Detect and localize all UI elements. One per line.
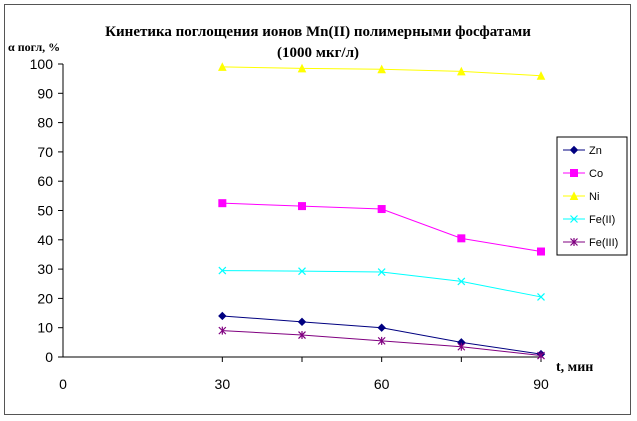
data-point-ni [536, 71, 546, 80]
legend-label: Co [589, 168, 603, 180]
axes: 0 10 20 30 40 50 60 70 80 90 100 0 30 60 90 [30, 56, 549, 392]
y-tick-label: 60 [37, 173, 53, 189]
y-tick-label: 10 [37, 320, 53, 336]
series-line-fe-ii [222, 270, 542, 298]
data-point-fe-iii [218, 326, 227, 335]
data-point-zn [297, 317, 307, 327]
legend-item-ni: Ni [563, 191, 599, 203]
data-point-fe-ii [457, 277, 466, 286]
series-co [218, 199, 545, 256]
legend-label: Zn [589, 145, 602, 157]
legend-swatch-marker [569, 145, 579, 155]
data-point-ni [377, 64, 386, 74]
series-fe-iii [218, 326, 545, 360]
legend-item-co: Co [563, 168, 603, 180]
legend-label: Fe(II) [589, 214, 615, 226]
series-zn [218, 311, 546, 359]
data-point-zn [377, 323, 386, 332]
y-tick-label: 20 [37, 290, 53, 306]
legend-swatch-marker [569, 191, 579, 200]
legend: Zn Co Ni Fe(II) Fe(III) [556, 136, 628, 256]
legend-swatch-marker [570, 215, 578, 223]
data-point-fe-ii [537, 293, 545, 301]
y-tick-label: 100 [30, 56, 54, 72]
data-point-fe-ii [298, 267, 306, 276]
y-tick-label: 70 [37, 144, 53, 160]
x-tick-label: 30 [215, 376, 231, 392]
data-point-fe-iii [377, 336, 386, 345]
data-point-ni [457, 66, 466, 76]
data-point-fe-ii [218, 266, 227, 275]
legend-item-zn: Zn [563, 145, 602, 157]
y-tick-label: 0 [45, 349, 53, 365]
series-fe-ii [218, 266, 545, 301]
data-point-co [377, 205, 386, 214]
x-tick-label: 60 [374, 376, 390, 392]
y-axis-label: α погл, % [8, 40, 60, 54]
chart-frame [4, 4, 631, 415]
data-point-co [298, 202, 306, 211]
y-tick-label: 80 [37, 115, 53, 131]
data-point-zn [218, 311, 227, 321]
legend-item-fe-iii: Fe(III) [563, 237, 618, 249]
legend-item-fe-ii: Fe(II) [563, 214, 615, 226]
data-point-co [218, 199, 227, 208]
data-point-ni [297, 63, 307, 73]
legend-swatch-marker [570, 238, 578, 246]
x-axis-label: t, мин [556, 360, 593, 375]
y-tick-label: 30 [37, 261, 53, 277]
legend-label: Fe(III) [589, 237, 618, 249]
y-tick-label: 40 [37, 232, 53, 248]
legend-swatch-marker [570, 169, 578, 177]
y-tick-label: 50 [37, 203, 53, 219]
data-point-ni [218, 62, 227, 71]
x-tick-label: 90 [533, 376, 549, 392]
data-point-co [537, 247, 545, 256]
series-layer [218, 62, 546, 360]
legend-label: Ni [589, 191, 599, 203]
data-point-fe-iii [537, 351, 545, 360]
x-tick-label: 0 [59, 376, 67, 392]
data-point-co [457, 234, 466, 243]
data-point-fe-ii [377, 268, 386, 276]
chart-title-line1: Кинетика поглощения ионов Mn(II) полимер… [105, 24, 531, 40]
data-point-fe-iii [457, 342, 466, 351]
series-ni [218, 62, 546, 80]
y-tick-label: 90 [37, 85, 53, 101]
chart-title-line2: (1000 мкг/л) [277, 45, 359, 61]
series-line-zn [222, 315, 542, 355]
data-point-fe-iii [298, 331, 306, 340]
